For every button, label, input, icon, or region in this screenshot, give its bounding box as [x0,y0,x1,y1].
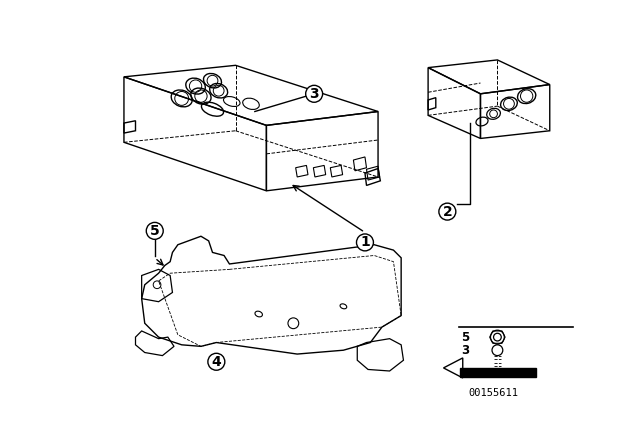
Text: 1: 1 [360,235,370,250]
Text: 5: 5 [150,224,159,238]
Text: 2: 2 [442,205,452,219]
Circle shape [208,353,225,370]
Circle shape [439,203,456,220]
Circle shape [356,234,373,251]
Circle shape [306,85,323,102]
Text: 3: 3 [461,344,469,357]
Text: 3: 3 [309,87,319,101]
Text: 00155611: 00155611 [468,388,518,397]
Text: 5: 5 [461,331,469,344]
Polygon shape [460,368,536,377]
Text: 4: 4 [211,355,221,369]
Circle shape [147,222,163,239]
